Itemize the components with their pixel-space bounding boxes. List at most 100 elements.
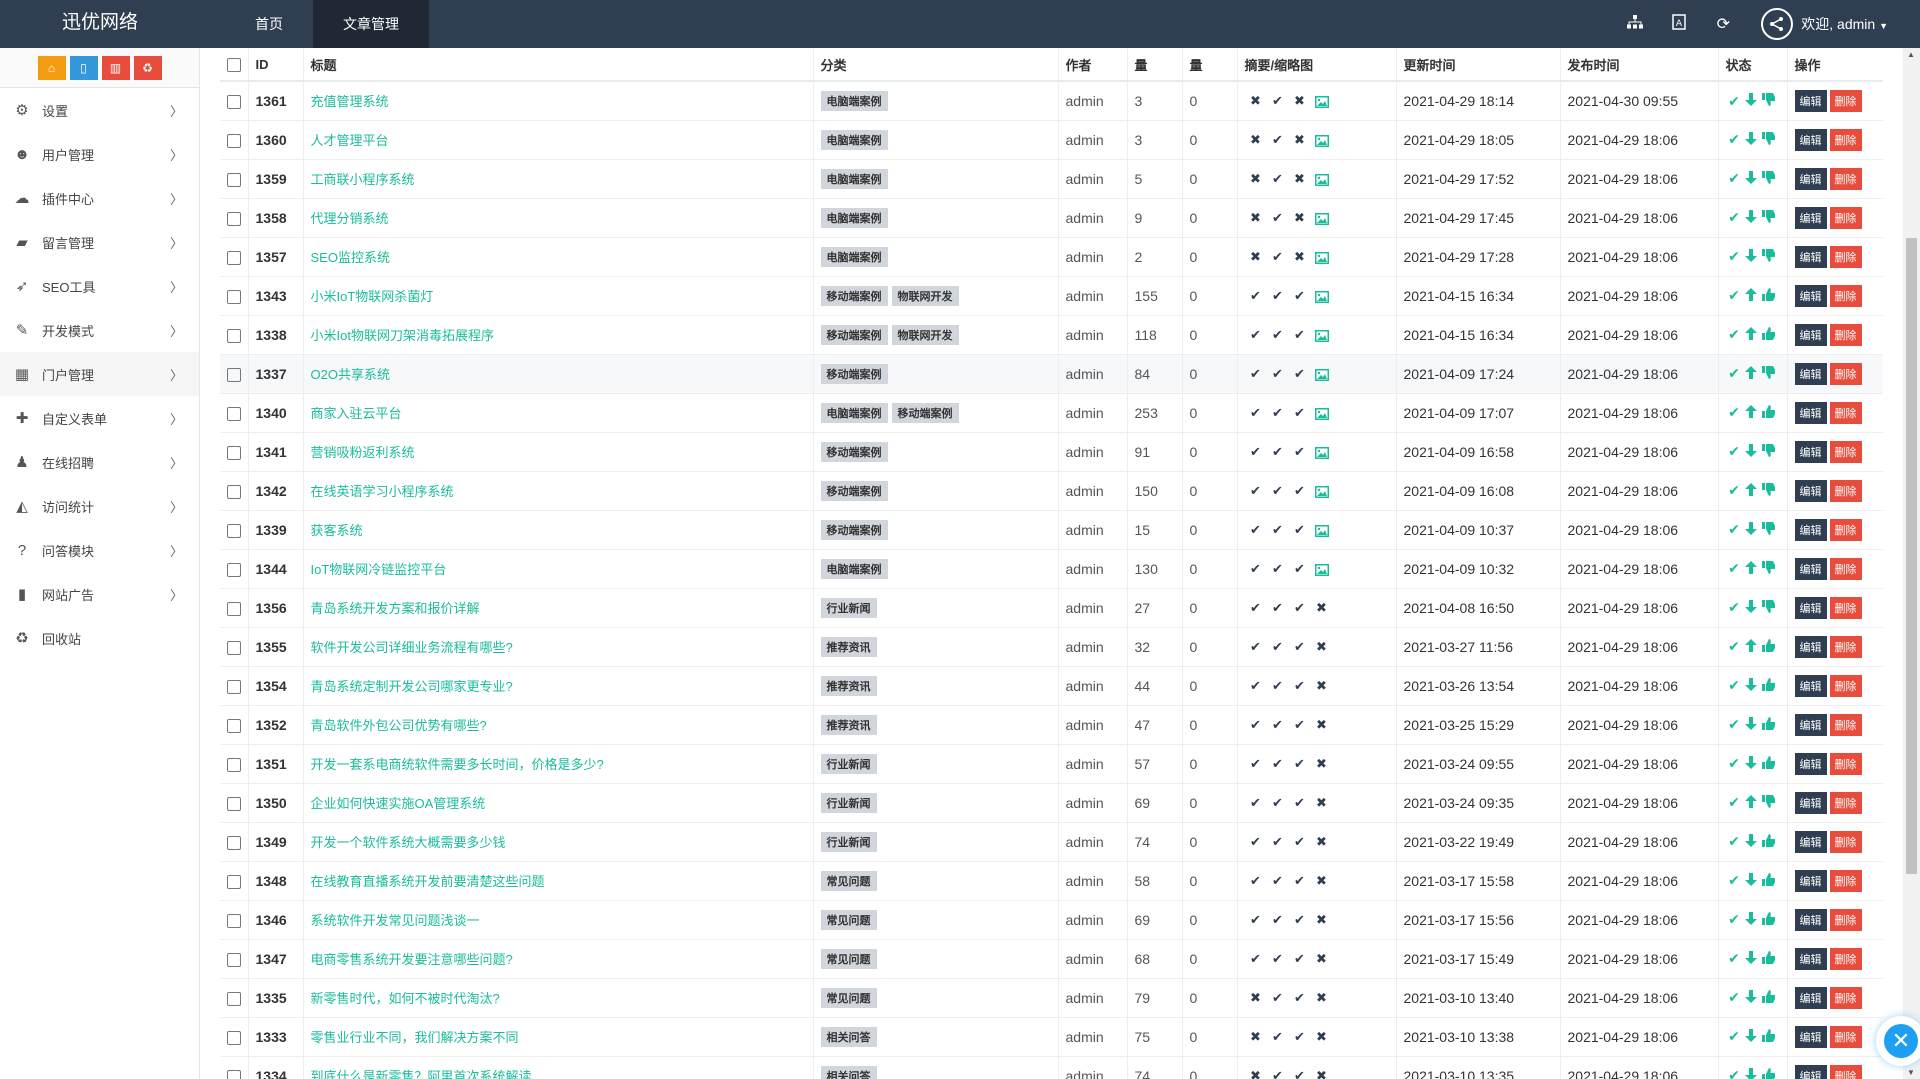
sidebar-item[interactable]: ? 问答模块 〉 — [0, 528, 199, 572]
thumbs-down-icon[interactable] — [1760, 794, 1777, 811]
sidebar-item[interactable]: ⚙ 设置 〉 — [0, 88, 199, 132]
check-icon[interactable]: ✔ — [1728, 443, 1740, 460]
row-checkbox[interactable] — [227, 952, 241, 967]
row-checkbox[interactable] — [227, 1069, 241, 1079]
article-title-link[interactable]: 软件开发公司详细业务流程有哪些? — [310, 640, 513, 655]
check-icon[interactable]: ✔ — [1250, 405, 1261, 420]
sidebar-item[interactable]: ▮ 网站广告 〉 — [0, 572, 199, 616]
check-icon[interactable]: ✔ — [1272, 483, 1283, 498]
article-title-link[interactable]: 小米IoT物联网杀菌灯 — [310, 289, 434, 304]
check-icon[interactable]: ✔ — [1728, 287, 1740, 304]
quick-button-file[interactable]: ▯ — [69, 55, 98, 80]
thumbnail-icon[interactable] — [1311, 132, 1333, 147]
arrow-down-icon[interactable] — [1743, 521, 1760, 538]
cross-icon[interactable]: ✖ — [1250, 249, 1261, 264]
cross-icon[interactable]: ✖ — [1316, 951, 1327, 966]
thumbs-down-icon[interactable] — [1760, 209, 1777, 226]
check-icon[interactable]: ✔ — [1272, 93, 1283, 109]
check-icon[interactable]: ✔ — [1728, 248, 1740, 265]
check-icon[interactable]: ✔ — [1294, 405, 1305, 420]
check-icon[interactable]: ✔ — [1250, 561, 1261, 576]
row-checkbox[interactable] — [227, 679, 241, 694]
row-checkbox[interactable] — [227, 367, 241, 382]
article-title-link[interactable]: O2O共享系统 — [310, 367, 390, 382]
check-icon[interactable]: ✔ — [1250, 951, 1261, 966]
check-icon[interactable]: ✔ — [1250, 912, 1261, 927]
edit-button[interactable]: 编辑 — [1794, 869, 1827, 892]
edit-button[interactable]: 编辑 — [1794, 947, 1827, 970]
check-icon[interactable]: ✔ — [1250, 717, 1261, 732]
delete-button[interactable]: 删除 — [1829, 128, 1862, 151]
check-icon[interactable]: ✔ — [1728, 131, 1740, 148]
edit-button[interactable]: 编辑 — [1794, 89, 1827, 112]
thumbs-down-icon[interactable] — [1760, 365, 1777, 382]
quick-button-trash[interactable]: ▥ — [101, 55, 130, 80]
thumbs-up-icon[interactable] — [1760, 716, 1777, 733]
row-checkbox[interactable] — [227, 835, 241, 850]
thumbs-down-icon[interactable] — [1760, 131, 1777, 148]
row-checkbox[interactable] — [227, 289, 241, 304]
cross-icon[interactable]: ✖ — [1250, 1068, 1261, 1079]
delete-button[interactable]: 删除 — [1829, 245, 1862, 268]
arrow-down-icon[interactable] — [1743, 872, 1760, 889]
check-icon[interactable]: ✔ — [1294, 483, 1305, 498]
translate-icon[interactable]: A — [1657, 13, 1701, 35]
cross-icon[interactable]: ✖ — [1294, 171, 1305, 186]
article-title-link[interactable]: 青岛软件外包公司优势有哪些? — [310, 718, 487, 733]
article-title-link[interactable]: 青岛系统定制开发公司哪家更专业? — [310, 679, 513, 694]
delete-button[interactable]: 删除 — [1829, 908, 1862, 931]
check-icon[interactable]: ✔ — [1728, 833, 1740, 850]
thumbs-down-icon[interactable] — [1760, 248, 1777, 265]
article-title-link[interactable]: SEO监控系统 — [310, 250, 390, 265]
edit-button[interactable]: 编辑 — [1794, 362, 1827, 385]
check-icon[interactable]: ✔ — [1250, 366, 1261, 381]
check-icon[interactable]: ✔ — [1294, 990, 1305, 1005]
cross-icon[interactable]: ✖ — [1316, 795, 1327, 810]
delete-button[interactable]: 删除 — [1829, 947, 1862, 970]
check-icon[interactable]: ✔ — [1728, 209, 1740, 226]
row-checkbox[interactable] — [227, 94, 241, 109]
check-icon[interactable]: ✔ — [1250, 444, 1261, 459]
refresh-icon[interactable]: ⟳ — [1716, 16, 1730, 33]
thumbs-up-icon[interactable] — [1760, 638, 1777, 655]
row-checkbox[interactable] — [227, 757, 241, 772]
check-icon[interactable]: ✔ — [1294, 912, 1305, 927]
edit-button[interactable]: 编辑 — [1794, 479, 1827, 502]
cross-icon[interactable]: ✖ — [1316, 834, 1327, 849]
delete-button[interactable]: 删除 — [1829, 791, 1862, 814]
check-icon[interactable]: ✔ — [1294, 795, 1305, 810]
thumbnail-icon[interactable] — [1311, 444, 1333, 459]
check-icon[interactable]: ✔ — [1250, 327, 1261, 342]
cross-icon[interactable]: ✖ — [1294, 210, 1305, 225]
check-icon[interactable]: ✔ — [1250, 522, 1261, 537]
edit-button[interactable]: 编辑 — [1794, 128, 1827, 151]
arrow-up-icon[interactable] — [1743, 326, 1760, 343]
edit-button[interactable]: 编辑 — [1794, 752, 1827, 775]
check-icon[interactable]: ✔ — [1728, 326, 1740, 343]
check-icon[interactable]: ✔ — [1250, 678, 1261, 693]
row-checkbox[interactable] — [227, 406, 241, 421]
article-title-link[interactable]: 商家入驻云平台 — [310, 406, 402, 421]
cross-icon[interactable]: ✖ — [1250, 132, 1261, 147]
delete-button[interactable]: 删除 — [1829, 752, 1862, 775]
edit-button[interactable]: 编辑 — [1794, 206, 1827, 229]
select-all-checkbox[interactable] — [227, 57, 241, 72]
delete-button[interactable]: 删除 — [1829, 206, 1862, 229]
check-icon[interactable]: ✔ — [1272, 1029, 1283, 1044]
row-checkbox[interactable] — [227, 718, 241, 733]
thumbs-up-icon[interactable] — [1760, 950, 1777, 967]
arrow-down-icon[interactable] — [1743, 209, 1760, 226]
sidebar-item[interactable]: ✎ 开发模式 〉 — [0, 308, 199, 352]
check-icon[interactable]: ✔ — [1272, 171, 1283, 186]
check-icon[interactable]: ✔ — [1272, 951, 1283, 966]
check-icon[interactable]: ✔ — [1294, 288, 1305, 303]
arrow-down-icon[interactable] — [1743, 170, 1760, 187]
edit-button[interactable]: 编辑 — [1794, 674, 1827, 697]
arrow-up-icon[interactable] — [1743, 560, 1760, 577]
check-icon[interactable]: ✔ — [1728, 677, 1740, 694]
article-title-link[interactable]: 在线教育直播系统开发前要清楚这些问题 — [310, 874, 545, 889]
quick-button-home[interactable]: ⌂ — [37, 55, 66, 80]
article-title-link[interactable]: 青岛系统开发方案和报价详解 — [310, 601, 480, 616]
check-icon[interactable]: ✔ — [1272, 249, 1283, 264]
thumbnail-icon[interactable] — [1311, 93, 1333, 108]
